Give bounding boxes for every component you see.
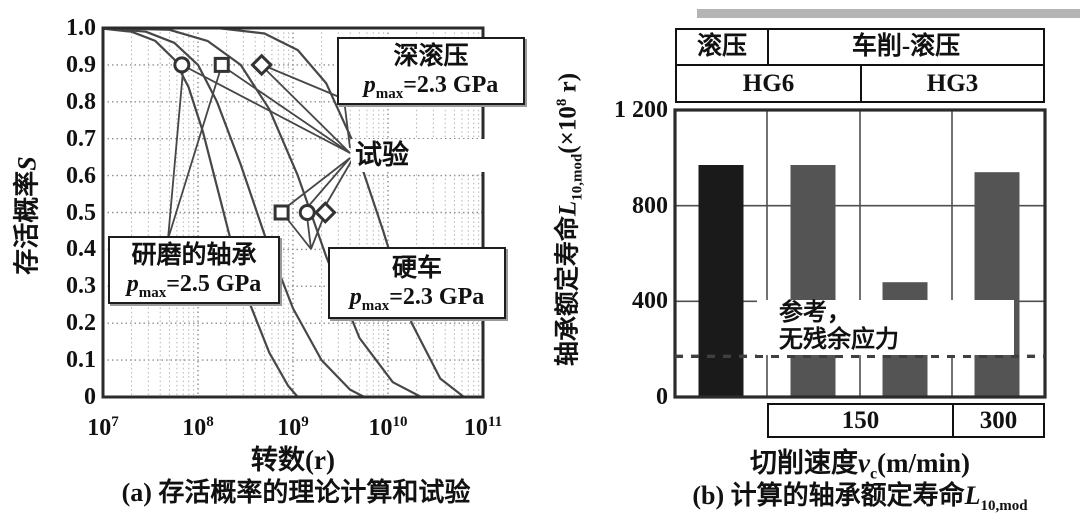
y-tick-label: 0 bbox=[84, 384, 96, 410]
pointer-line bbox=[310, 215, 325, 250]
ref-note-line1: 参考， bbox=[779, 300, 851, 326]
pointer-line bbox=[305, 157, 351, 210]
bar-滚压 bbox=[698, 165, 744, 397]
x-tick-label: 107 bbox=[87, 414, 119, 441]
deep-rolling-pressure: pmax=2.3 GPa bbox=[363, 72, 499, 102]
y-tick-label: 1.0 bbox=[66, 15, 96, 41]
ground-bearing-label: 研磨的轴承 bbox=[131, 242, 257, 269]
deep-rolling-label: 深滚压 bbox=[393, 43, 469, 70]
annotation-deep-rolling: 深滚压 pmax=2.3 GPa bbox=[337, 37, 525, 105]
y-tick-label: 0.1 bbox=[66, 347, 96, 374]
header-process-rolling: 滚压 bbox=[675, 28, 769, 66]
x-tick-label: 108 bbox=[182, 414, 214, 441]
marker-circle bbox=[298, 204, 316, 221]
pointer-line bbox=[283, 157, 351, 210]
marker-square bbox=[213, 56, 230, 73]
marker-diamond bbox=[250, 53, 273, 77]
speed-cell-300: 300 bbox=[952, 403, 1045, 438]
y-tick-label-b: 1 200 bbox=[614, 97, 668, 123]
y-tick-label: 0.6 bbox=[66, 162, 96, 189]
y-tick-label-b: 400 bbox=[632, 288, 668, 315]
chart-b-x-axis-title: 切削速度vc(m/min) bbox=[749, 448, 971, 483]
scan-artifact-strip bbox=[697, 9, 1080, 18]
header-grade-hg6: HG6 bbox=[675, 64, 862, 103]
y-tick-label: 0.4 bbox=[66, 236, 96, 263]
theory-curve bbox=[101, 27, 299, 399]
chart-a-x-axis-title: 转数(r) bbox=[251, 445, 335, 475]
y-tick-label: 0.3 bbox=[66, 273, 96, 300]
pointer-line bbox=[306, 215, 312, 250]
pointer-line bbox=[284, 215, 312, 250]
pointer-line bbox=[264, 65, 345, 100]
marker-square bbox=[273, 204, 290, 221]
pointer-line bbox=[185, 66, 351, 154]
annotation-no-residual-stress: 参考， 无残余应力 bbox=[757, 300, 1014, 355]
hard-turning-label: 硬车 bbox=[391, 255, 442, 282]
chart-b-y-axis-label: 轴承额定寿命L10,mod(×108 r) bbox=[554, 72, 586, 367]
bar-HG6-150 bbox=[790, 165, 836, 397]
marker-circle bbox=[173, 56, 191, 74]
marker-diamond bbox=[313, 201, 337, 224]
header-grade-hg3: HG3 bbox=[860, 64, 1045, 103]
x-tick-label: 1010 bbox=[368, 414, 408, 441]
annotation-hard-turning: 硬车 pmax=2.3 GPa bbox=[328, 247, 506, 319]
y-tick-label: 0.9 bbox=[66, 51, 96, 78]
ref-note-line2: 无残余应力 bbox=[779, 327, 899, 353]
x-tick-label: 1011 bbox=[463, 414, 503, 441]
header-process-turn-rolling: 车削-滚压 bbox=[767, 28, 1045, 66]
y-tick-label: 0.5 bbox=[66, 199, 96, 226]
speed-cell-150: 150 bbox=[767, 403, 954, 438]
y-tick-label-b: 800 bbox=[632, 192, 668, 219]
bar-HG3-300 bbox=[974, 172, 1020, 397]
pointer-line bbox=[323, 159, 353, 209]
annotation-test: 试验 bbox=[351, 139, 509, 172]
ground-bearing-pressure: pmax=2.5 GPa bbox=[126, 271, 262, 301]
pointer-line bbox=[167, 70, 221, 240]
annotation-ground-bearing: 研磨的轴承 pmax=2.5 GPa bbox=[108, 236, 280, 304]
chart-b-caption: (b) 计算的轴承额定寿命L10,mod bbox=[692, 481, 1028, 515]
hard-turning-pressure: pmax=2.3 GPa bbox=[349, 284, 485, 314]
theory-curve bbox=[101, 26, 366, 399]
y-tick-label: 0.7 bbox=[66, 125, 96, 152]
pointer-line bbox=[167, 70, 184, 240]
chart-a-caption: (a) 存活概率的理论计算和试验 bbox=[121, 478, 471, 507]
y-tick-label: 0.2 bbox=[66, 310, 96, 337]
x-tick-label: 109 bbox=[277, 414, 309, 441]
y-tick-label: 0.8 bbox=[66, 88, 96, 115]
y-tick-label-b: 0 bbox=[656, 384, 668, 410]
pointer-line bbox=[223, 66, 351, 154]
